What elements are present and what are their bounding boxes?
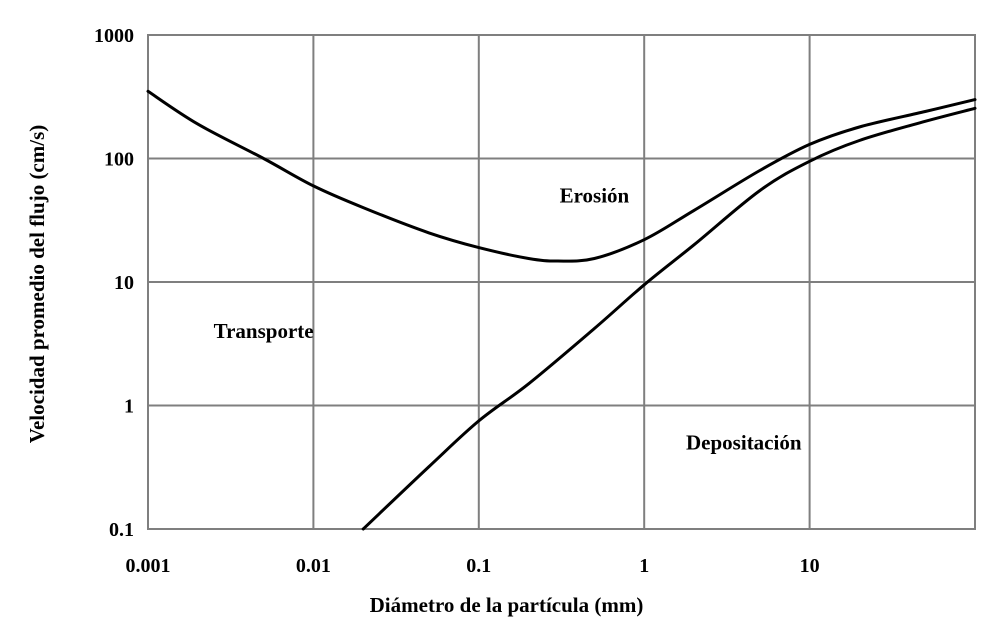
y-tick-label: 100 [104,149,134,171]
x-tick-label: 0.1 [466,555,491,577]
region-label: Erosión [560,184,630,208]
x-tick-label: 0.01 [296,555,331,577]
y-tick-label: 1 [124,396,134,418]
deposition-threshold-curve [361,106,977,531]
x-tick-label: 0.001 [126,555,171,577]
y-tick-label: 0.1 [109,519,134,541]
y-tick-label: 10 [114,272,134,294]
plot-frame [147,34,976,530]
region-label: Transporte [214,319,314,343]
y-tick-label: 1000 [94,25,134,47]
tick-labels: 0.001 0.01 0.1 1 10 0.1 1 10 100 1000 [94,25,820,577]
series-layer [146,89,977,531]
x-axis-title: Diámetro de la partícula (mm) [370,593,644,617]
erosion-threshold-curve [146,89,977,263]
grid [147,34,975,530]
region-label: Depositación [686,431,802,455]
annotations: Erosión Transporte Depositación [214,184,802,455]
x-tick-label: 10 [800,555,820,577]
x-tick-label: 1 [639,555,649,577]
y-axis-title: Velocidad promedio del flujo (cm/s) [25,125,49,444]
